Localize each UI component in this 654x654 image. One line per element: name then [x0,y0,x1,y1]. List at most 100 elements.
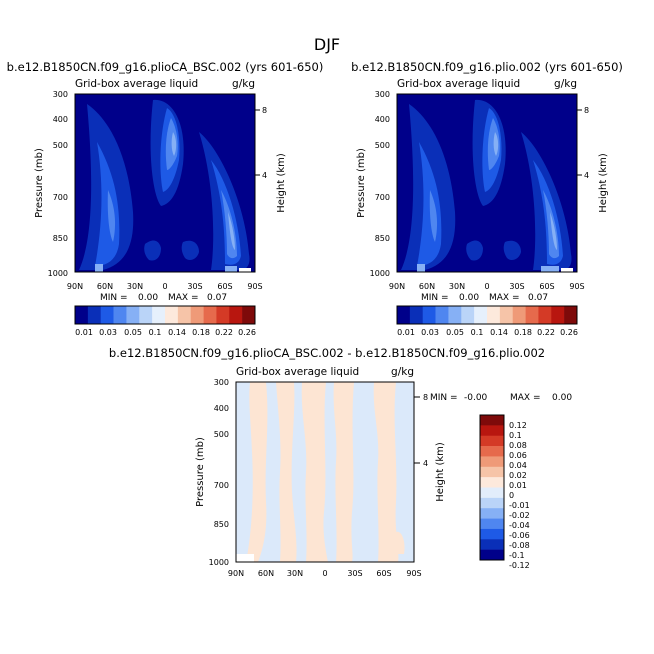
panel3-right-label: Height (km) [435,442,446,502]
panel3-variable: Grid-box average liquid [236,366,359,378]
panel2-cbar-label: 0.1 [471,328,484,337]
colorbar-swatch [474,306,488,324]
panel2-xtick-30s: 30S [509,282,524,291]
panel2-htick-4: 4 [584,171,589,180]
panel2-cbar-label: 0.18 [514,328,532,337]
panel3-xtick-0: 0 [322,569,327,578]
panel3-xtick-30s: 30S [347,569,362,578]
panel1-xtick-90s: 90S [247,282,262,291]
panel2-xtick-60s: 60S [539,282,554,291]
panel2-case-title: b.e12.B1850CN.f09_g16.plio.002 (yrs 601-… [351,60,623,74]
panel3-ylabel: Pressure (mb) [195,437,206,507]
panel1-cbar-label: 0.26 [238,328,256,337]
colorbar-swatch [538,306,552,324]
panel2-ytick-1000: 1000 [370,269,390,278]
panel2-cbar-label: 0.01 [397,328,415,337]
colorbar-swatch [139,306,153,324]
panel1-units: g/kg [232,78,255,90]
panel1-min-label: MIN = [100,293,128,303]
colorbar-swatch [448,306,462,324]
panel2-ticks: 300 400 500 700 850 1000 8 4 90N 60N 30N… [370,90,589,291]
panel2-cbar-label: 0.05 [446,328,464,337]
panel3-cbar-label: 0.01 [509,481,527,490]
colorbar-swatch [229,306,243,324]
panel3-case-title: b.e12.B1850CN.f09_g16.plioCA_BSC.002 - b… [109,346,545,360]
colorbar-swatch [397,306,411,324]
panel1-max-label: MAX = [168,293,199,303]
panel1-cbar-label: 0.18 [192,328,210,337]
colorbar-swatch [190,306,204,324]
figure-title: DJF [314,35,340,54]
panel2-cbar-label: 0.14 [490,328,508,337]
panel2-ytick-500: 500 [375,141,390,150]
panel1-cbar-label: 0.1 [149,328,162,337]
panel1-ticks: 300 400 500 700 850 1000 8 4 90N 60N 30N… [48,90,267,291]
panel2-xtick-60n: 60N [419,282,435,291]
panel3-colorbar-labels: 0.12 0.1 0.08 0.06 0.04 0.02 0.01 0 -0.0… [509,421,530,570]
panel3-cbar-label: -0.1 [509,551,525,560]
panel3-max-value: 0.00 [552,393,572,403]
panel3-ytick-700: 700 [214,481,229,490]
panel2-ytick-300: 300 [375,90,390,99]
panel3-ytick-300: 300 [214,378,229,387]
colorbar-swatch [512,306,526,324]
panel2-min-label: MIN = [421,293,449,303]
panel1-htick-4: 4 [262,171,267,180]
panel1-ytick-300: 300 [53,90,68,99]
panel3-max-label: MAX = [510,393,541,403]
panel3-cbar-label: -0.04 [509,521,530,530]
panel1-htick-8: 8 [262,106,267,115]
panel2-units: g/kg [554,78,577,90]
colorbar-swatch [435,306,449,324]
panel2-contours [397,94,577,272]
panel3-cbar-label: 0.1 [509,431,522,440]
colorbar-swatch [165,306,179,324]
panel3-cbar-label: 0.04 [509,461,527,470]
panel3-min-value: -0.00 [464,393,488,403]
panel3-cbar-label: 0.02 [509,471,527,480]
panel3-xtick-30n: 30N [287,569,303,578]
colorbar-border [479,414,505,561]
panel1-cbar-label: 0.22 [215,328,233,337]
colorbar-swatch [87,306,102,324]
panel1-cbar-label: 0.01 [75,328,93,337]
panel2-ytick-400: 400 [375,115,390,124]
panel2-htick-8: 8 [584,106,589,115]
panel3-cbar-label: 0 [509,491,514,500]
colorbar-swatch [203,306,217,324]
colorbar-border [74,305,256,325]
panel3-contours [236,382,414,562]
panel3-cbar-label: -0.12 [509,561,530,570]
panel3-ytick-400: 400 [214,404,229,413]
panel3-plot [235,381,415,563]
panel2-cbar-label: 0.26 [560,328,578,337]
colorbar-swatch [480,435,504,447]
colorbar-swatch [487,306,501,324]
panel2-xtick-90s: 90S [569,282,584,291]
colorbar-swatch [422,306,436,324]
colorbar-swatch [461,306,475,324]
panel2-cbar-label: 0.22 [537,328,555,337]
colorbar-swatch [480,549,504,561]
panel3-cbar-label: -0.01 [509,501,530,510]
panel1-ylabel: Pressure (mb) [34,148,45,218]
panel3-colorbar [479,414,505,561]
colorbar-swatch [152,306,166,324]
panel1-cbar-label: 0.03 [99,328,117,337]
panel2-cbar-label: 0.03 [421,328,439,337]
colorbar-border [396,305,578,325]
colorbar-swatch [216,306,230,324]
colorbar-swatch [480,508,504,519]
panel3-ytick-1000: 1000 [209,558,229,567]
colorbar-swatch [499,306,514,324]
panel2-colorbar-labels: 0.01 0.03 0.05 0.1 0.14 0.18 0.22 0.26 [397,328,578,337]
colorbar-swatch [480,477,504,488]
panel2-ylabel: Pressure (mb) [356,148,367,218]
panel2-variable: Grid-box average liquid [397,78,520,90]
panel1-variable: Grid-box average liquid [75,78,198,90]
panel3-units: g/kg [391,366,414,378]
colorbar-swatch [551,306,565,324]
panel1-plot [74,93,256,273]
panel1-colorbar [74,305,256,325]
